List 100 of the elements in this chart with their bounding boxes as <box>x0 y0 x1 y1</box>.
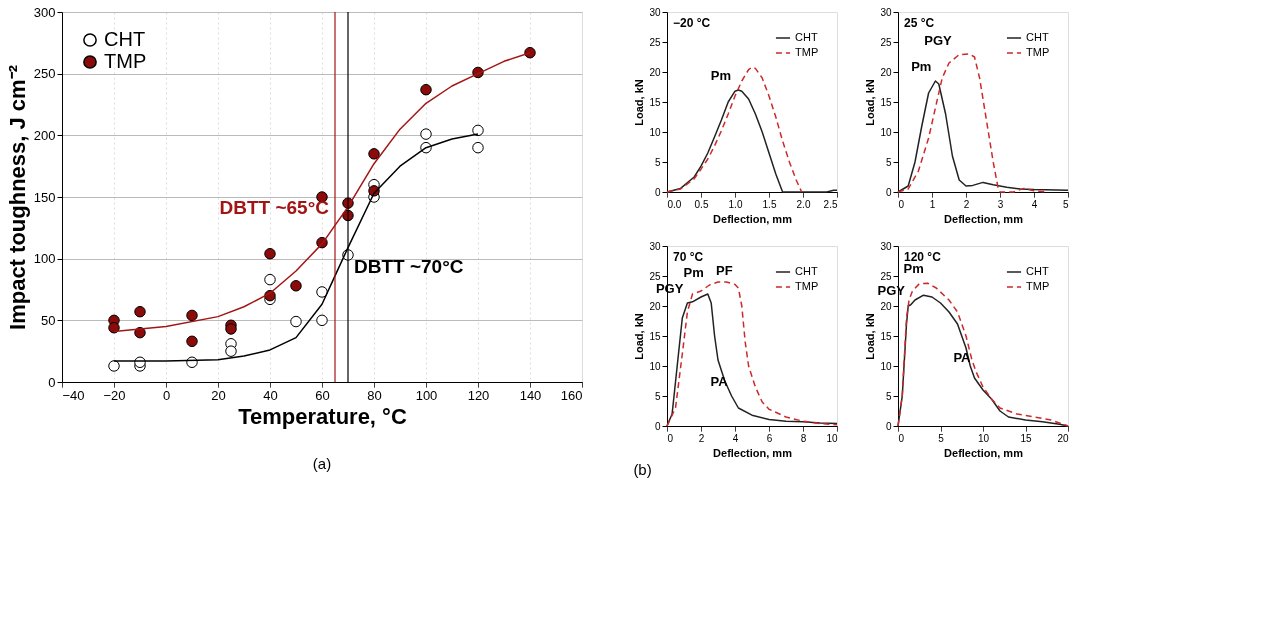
point <box>225 345 237 357</box>
y-tick-label: 20 <box>880 66 892 78</box>
y-tick-label: 25 <box>880 36 892 48</box>
y-tick-label: 30 <box>649 240 661 252</box>
x-tick-label: 6 <box>766 432 773 444</box>
point <box>472 141 484 154</box>
annotation: Pm <box>911 59 932 74</box>
x-tick-label: 0 <box>667 432 674 444</box>
point <box>290 280 302 292</box>
point <box>264 273 276 286</box>
x-axis-title: Temperature, °C <box>238 403 407 429</box>
x-tick-label: 8 <box>800 432 807 444</box>
y-tick-label: 30 <box>880 6 892 18</box>
legend-label: CHT <box>795 31 818 43</box>
text: (b) <box>633 460 652 478</box>
x-tick-label: 120 <box>467 387 490 403</box>
y-tick-label: 15 <box>880 330 892 342</box>
point <box>134 305 146 318</box>
x-tick-label: 5 <box>938 432 945 444</box>
point <box>524 46 536 59</box>
point <box>472 124 484 137</box>
x-tick-label: 1.0 <box>728 198 743 210</box>
y-tick-label: 10 <box>880 360 892 372</box>
x-tick-label: 4 <box>1031 198 1038 210</box>
legend-label: TMP <box>795 46 819 58</box>
y-tick-label: 150 <box>33 189 56 205</box>
y-tick-label: 200 <box>33 127 56 143</box>
x-axis-title: Deflection, mm <box>713 446 793 459</box>
x-tick-label: 2 <box>698 432 705 444</box>
point <box>420 83 432 96</box>
x-tick-label: 0 <box>898 198 905 210</box>
y-tick-label: 25 <box>649 36 661 48</box>
point <box>290 315 302 328</box>
chart-title: −20 °C <box>673 16 711 30</box>
legend-label: CHT <box>795 265 818 277</box>
point <box>186 309 198 322</box>
y-axis-title: Load, kN <box>864 313 877 360</box>
x-tick-label: 20 <box>211 387 226 403</box>
x-tick-label: 15 <box>1020 432 1032 444</box>
x-tick-label: 40 <box>263 387 278 403</box>
y-axis-title: Load, kN <box>633 79 646 126</box>
y-axis-title: Load, kN <box>864 79 877 126</box>
y-tick-label: 0 <box>885 420 892 432</box>
point <box>368 148 380 160</box>
y-tick-label: 5 <box>654 156 661 168</box>
x-tick-label: 3 <box>997 198 1004 210</box>
y-axis-title: Impact toughness, J cm⁻² <box>4 65 30 330</box>
y-tick-label: 0 <box>48 374 56 390</box>
annotation: PF <box>716 263 733 278</box>
x-tick-label: −20 <box>103 387 126 403</box>
y-tick-label: 10 <box>649 360 661 372</box>
x-tick-label: 10 <box>977 432 990 444</box>
legend-label: TMP <box>1026 280 1050 292</box>
y-tick-label: 25 <box>880 270 892 282</box>
legend-label: CHT <box>104 28 146 50</box>
y-axis-title: Load, kN <box>633 313 646 360</box>
x-tick-label: 0 <box>162 387 171 403</box>
ref-line-label: DBTT ~70°C <box>354 256 464 278</box>
x-tick-label: 160 <box>560 387 583 403</box>
x-tick-label: 0.0 <box>667 198 682 210</box>
text: (a) <box>312 455 332 472</box>
annotation: PGY <box>924 33 953 49</box>
x-axis-title: Deflection, mm <box>944 212 1024 225</box>
x-tick-label: 0 <box>898 432 905 444</box>
y-tick-label: 15 <box>649 96 661 108</box>
x-tick-label: 10 <box>826 432 838 444</box>
point <box>108 360 120 372</box>
annotation: Pm <box>903 261 924 277</box>
y-tick-label: 10 <box>649 126 661 138</box>
point <box>316 286 328 298</box>
y-tick-label: 0 <box>885 186 892 198</box>
x-tick-label: −40 <box>62 387 85 403</box>
y-tick-label: 0 <box>654 420 661 432</box>
y-tick-label: 250 <box>33 66 56 82</box>
point <box>316 314 328 327</box>
y-tick-label: 100 <box>33 251 56 267</box>
point <box>225 323 237 335</box>
legend-label: CHT <box>1026 31 1049 43</box>
point <box>108 322 120 334</box>
legend-label: CHT <box>1026 265 1049 277</box>
point <box>420 128 432 140</box>
point <box>186 356 198 368</box>
x-tick-label: 1 <box>929 198 936 210</box>
point <box>186 335 198 348</box>
y-tick-label: 30 <box>880 240 892 252</box>
x-tick-label: 80 <box>367 387 382 403</box>
annotation: Pm <box>710 68 731 83</box>
legend-label: TMP <box>104 50 147 72</box>
x-axis-title: Deflection, mm <box>944 446 1024 459</box>
chart-title: 25 °C <box>904 16 935 30</box>
x-axis-title: Deflection, mm <box>713 212 793 225</box>
line-series <box>666 66 803 193</box>
legend-label: TMP <box>1026 46 1050 58</box>
y-tick-label: 25 <box>649 270 661 282</box>
y-tick-label: 30 <box>649 6 661 18</box>
legend-label: TMP <box>795 280 819 292</box>
y-tick-label: 20 <box>880 300 892 312</box>
x-tick-label: 2.0 <box>796 198 811 210</box>
chart-title: 120 °C <box>904 250 942 264</box>
y-tick-label: 15 <box>649 330 661 342</box>
